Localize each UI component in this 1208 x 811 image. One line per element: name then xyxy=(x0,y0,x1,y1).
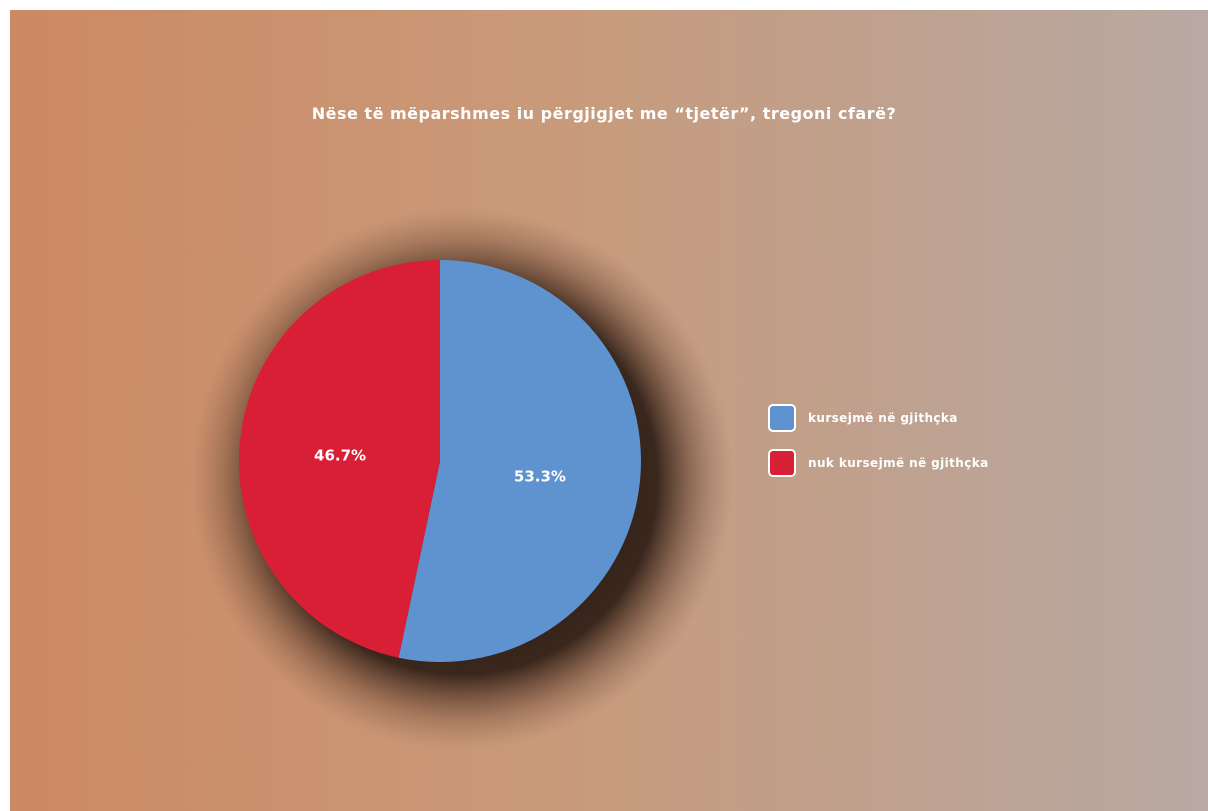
pie-slice xyxy=(239,260,440,658)
chart-title: Nëse të mëparshmes iu përgjigjet me “tje… xyxy=(311,104,897,123)
legend-swatch xyxy=(768,449,796,477)
legend-label: kursejmë në gjithçka xyxy=(808,411,958,425)
slice-data-label: 53.3% xyxy=(514,467,566,485)
legend-item: kursejmë në gjithçka xyxy=(768,402,958,434)
pie-slice xyxy=(398,260,642,662)
slice-data-label: 46.7% xyxy=(314,447,366,465)
legend-swatch xyxy=(768,404,796,432)
legend-item: nuk kursejmë në gjithçka xyxy=(768,447,989,479)
legend-label: nuk kursejmë në gjithçka xyxy=(808,456,989,470)
